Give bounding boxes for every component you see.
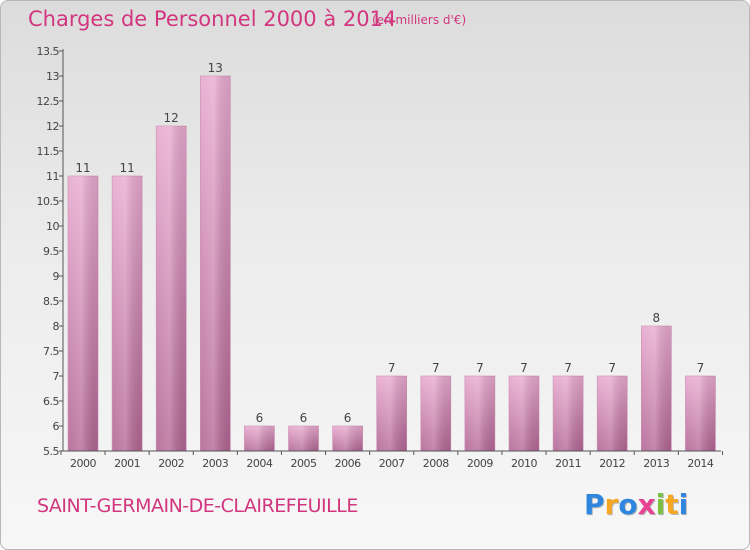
- bar-shine: [200, 76, 231, 451]
- bar-shine: [376, 376, 407, 451]
- x-tick-label: 2004: [246, 457, 272, 470]
- logo-letter: i: [678, 488, 689, 521]
- x-axis: 2000 2001 2002 2003 2004 2005 2006 2007 2008 2009…: [60, 450, 723, 470]
- y-tick-label: 8: [53, 320, 60, 333]
- bar-shine: [464, 376, 495, 451]
- bar-value-label: 12: [164, 111, 179, 125]
- bar-chart: 5.566.577.588.599.51010.51111.51212.5131…: [37, 45, 723, 470]
- bar-shine: [68, 176, 98, 451]
- y-tick-label: 11.5: [37, 145, 60, 158]
- bar-value-label: 8: [652, 311, 660, 325]
- bar-shine: [332, 426, 363, 451]
- x-tick-label: 2012: [599, 457, 625, 470]
- bar-value-label: 11: [75, 161, 90, 175]
- bar-value-label: 13: [208, 61, 223, 75]
- y-tick-label: 9.5: [43, 245, 59, 258]
- x-tick-label: 2000: [70, 457, 96, 470]
- y-tick-label: 13: [46, 70, 59, 83]
- logo-letter: P: [584, 488, 605, 521]
- y-tick-label: 11: [46, 170, 59, 183]
- bar-shine: [685, 376, 716, 451]
- bar-value-label: 7: [697, 361, 705, 375]
- bar-shine: [420, 376, 451, 451]
- bar-shine: [597, 376, 628, 451]
- x-tick-label: 2001: [114, 457, 140, 470]
- y-tick-label: 7: [53, 370, 60, 383]
- bar-value-label: 7: [388, 361, 396, 375]
- bars: 11 11 12 13 6 6 6 7 7 7 7 7 7 8 7: [67, 61, 716, 452]
- bar-value-label: 7: [476, 361, 484, 375]
- y-tick-label: 6.5: [43, 395, 59, 408]
- x-tick-label: 2014: [687, 457, 713, 470]
- logo-letter: r: [604, 488, 619, 521]
- bar-shine: [244, 426, 275, 451]
- y-tick-label: 12: [46, 120, 59, 133]
- y-tick-label: 10.5: [37, 195, 60, 208]
- bar-shine: [156, 126, 187, 451]
- chart-title: Charges de Personnel 2000 à 2014: [28, 7, 397, 31]
- x-tick-label: 2006: [335, 457, 361, 470]
- bar-value-label: 6: [344, 411, 352, 425]
- x-tick-label: 2011: [555, 457, 581, 470]
- logo-letter: o: [618, 488, 638, 521]
- y-tick-label: 9: [53, 270, 60, 283]
- x-tick-label: 2013: [643, 457, 669, 470]
- y-tick-label: 5.5: [43, 445, 59, 458]
- y-tick-label: 8.5: [43, 295, 59, 308]
- chart-subtitle: (en milliers d'€): [372, 13, 467, 27]
- bar-shine: [112, 176, 143, 451]
- bar-value-label: 7: [608, 361, 616, 375]
- x-tick-label: 2010: [511, 457, 537, 470]
- x-tick-label: 2005: [291, 457, 317, 470]
- logo-letter: x: [637, 488, 656, 521]
- bar-value-label: 7: [520, 361, 528, 375]
- bar-value-label: 7: [564, 361, 572, 375]
- logo-letter: t: [665, 488, 679, 521]
- bar-shine: [509, 376, 539, 451]
- x-tick-label: 2008: [423, 457, 449, 470]
- x-tick-label: 2007: [379, 457, 405, 470]
- proxiti-logo: Proxiti: [584, 488, 688, 521]
- y-tick-label: 7.5: [43, 345, 59, 358]
- bar-value-label: 7: [432, 361, 440, 375]
- bar-value-label: 6: [256, 411, 264, 425]
- x-tick-label: 2002: [158, 457, 184, 470]
- bar-value-label: 6: [300, 411, 308, 425]
- bar-shine: [288, 426, 319, 451]
- x-tick-label: 2009: [467, 457, 493, 470]
- bar-value-label: 11: [119, 161, 134, 175]
- y-tick-label: 6: [53, 420, 60, 433]
- bar-shine: [641, 326, 672, 451]
- y-axis: 5.5 6 6.5 7 7.5 8 8.5 9 9.5 10 10.5 11 11.5 12 12.5 13 1…: [37, 45, 64, 458]
- bar-shine: [553, 376, 584, 451]
- logo-letter: i: [655, 488, 666, 521]
- x-tick-label: 2003: [202, 457, 228, 470]
- y-tick-label: 13.5: [37, 45, 60, 58]
- y-tick-label: 12.5: [37, 95, 60, 108]
- y-tick-label: 10: [46, 220, 59, 233]
- commune-name: SAINT-GERMAIN-DE-CLAIREFEUILLE: [37, 495, 358, 517]
